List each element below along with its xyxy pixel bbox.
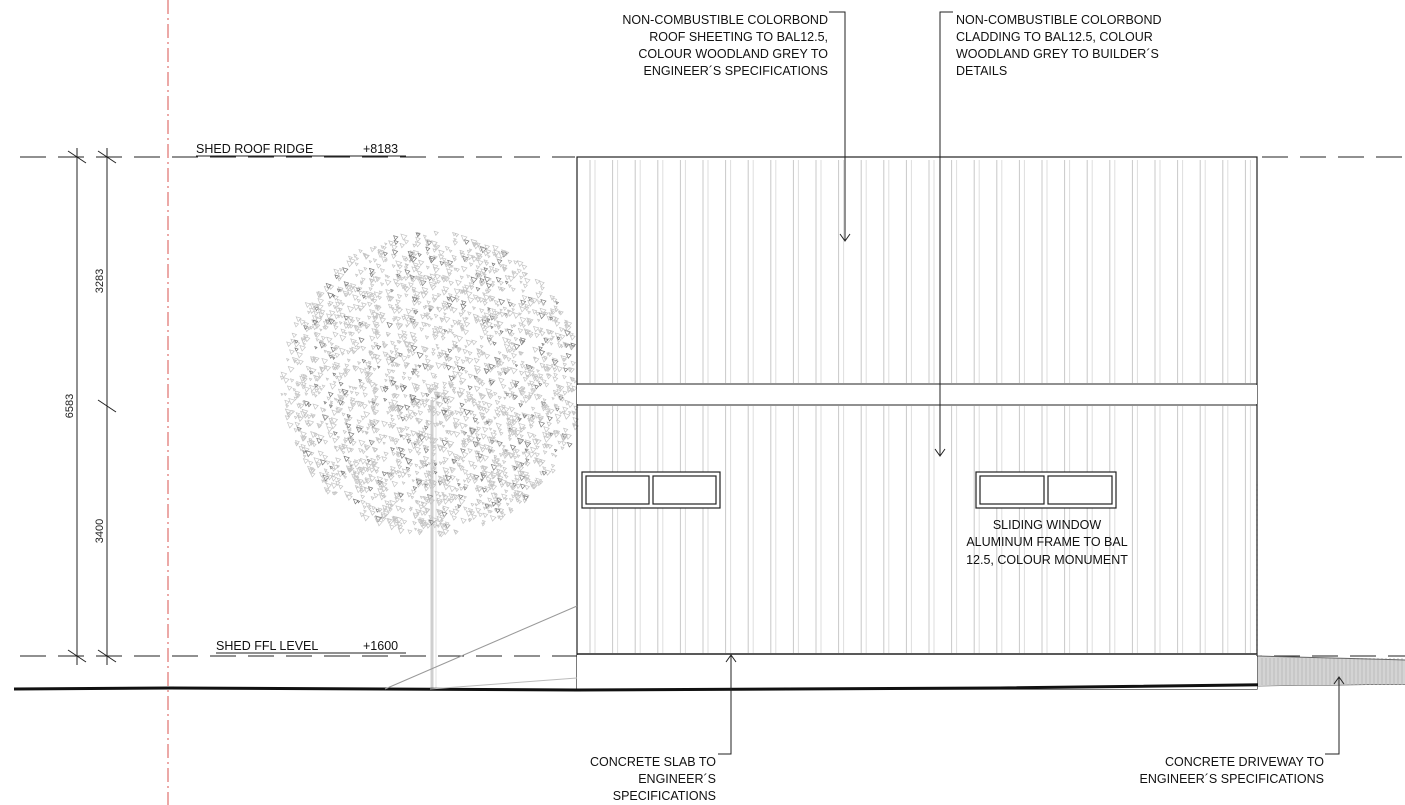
- lower-dimension-text: 3400: [94, 519, 106, 543]
- roof-ridge-label: SHED ROOF RIDGE: [196, 142, 313, 156]
- split-dimension: 3283 3400: [94, 148, 117, 665]
- svg-text:ENGINEER´S SPECIFICATIONS: ENGINEER´S SPECIFICATIONS: [1139, 772, 1324, 786]
- upper-dimension-text: 3283: [94, 269, 106, 293]
- svg-text:CONCRETE DRIVEWAY TO: CONCRETE DRIVEWAY TO: [1165, 755, 1324, 769]
- svg-text:CONCRETE SLAB TO: CONCRETE SLAB TO: [590, 755, 716, 769]
- ffl-value: +1600: [363, 639, 398, 653]
- roof-sheeting-leader: [829, 11, 851, 242]
- tree-illustration: [279, 230, 579, 690]
- svg-text:SPECIFICATIONS: SPECIFICATIONS: [613, 789, 716, 803]
- svg-text:DETAILS: DETAILS: [956, 64, 1007, 78]
- cladding-note: NON-COMBUSTIBLE COLORBOND CLADDING TO BA…: [956, 13, 1162, 78]
- cladding-leader: [934, 11, 953, 457]
- svg-text:12.5, COLOUR MONUMENT: 12.5, COLOUR MONUMENT: [966, 553, 1128, 567]
- svg-text:WOODLAND GREY TO BUILDER´S: WOODLAND GREY TO BUILDER´S: [956, 47, 1159, 61]
- driveway: [1257, 655, 1405, 686]
- svg-text:COLOUR WOODLAND GREY TO: COLOUR WOODLAND GREY TO: [638, 47, 828, 61]
- svg-text:NON-COMBUSTIBLE COLORBOND: NON-COMBUSTIBLE COLORBOND: [622, 13, 828, 27]
- slab-note: CONCRETE SLAB TO ENGINEER´S SPECIFICATIO…: [590, 755, 716, 803]
- svg-text:SLIDING WINDOW: SLIDING WINDOW: [993, 518, 1102, 532]
- driveway-note: CONCRETE DRIVEWAY TO ENGINEER´S SPECIFIC…: [1139, 755, 1324, 786]
- shed-building: [576, 156, 1258, 690]
- ffl-label: SHED FFL LEVEL: [216, 639, 318, 653]
- window-left: [581, 471, 721, 509]
- svg-text:ROOF SHEETING TO BAL12.5,: ROOF SHEETING TO BAL12.5,: [649, 30, 828, 44]
- svg-text:ALUMINUM FRAME TO BAL: ALUMINUM FRAME TO BAL: [966, 535, 1127, 549]
- svg-text:ENGINEER´S: ENGINEER´S: [638, 772, 716, 786]
- overall-dimension: 6583: [64, 148, 87, 665]
- window-right: [975, 471, 1117, 509]
- ground-line: [13, 681, 1405, 692]
- roof-sheeting-note: NON-COMBUSTIBLE COLORBOND ROOF SHEETING …: [622, 13, 828, 78]
- roof-ridge-value: +8183: [363, 142, 398, 156]
- svg-text:CLADDING TO BAL12.5, COLOUR: CLADDING TO BAL12.5, COLOUR: [956, 30, 1153, 44]
- svg-text:NON-COMBUSTIBLE COLORBOND: NON-COMBUSTIBLE COLORBOND: [956, 13, 1162, 27]
- slab-leader: [718, 654, 737, 755]
- window-note: SLIDING WINDOW ALUMINUM FRAME TO BAL 12.…: [966, 518, 1128, 567]
- overall-dimension-text: 6583: [64, 394, 76, 418]
- svg-text:ENGINEER´S SPECIFICATIONS: ENGINEER´S SPECIFICATIONS: [643, 64, 828, 78]
- driveway-leader: [1325, 676, 1345, 755]
